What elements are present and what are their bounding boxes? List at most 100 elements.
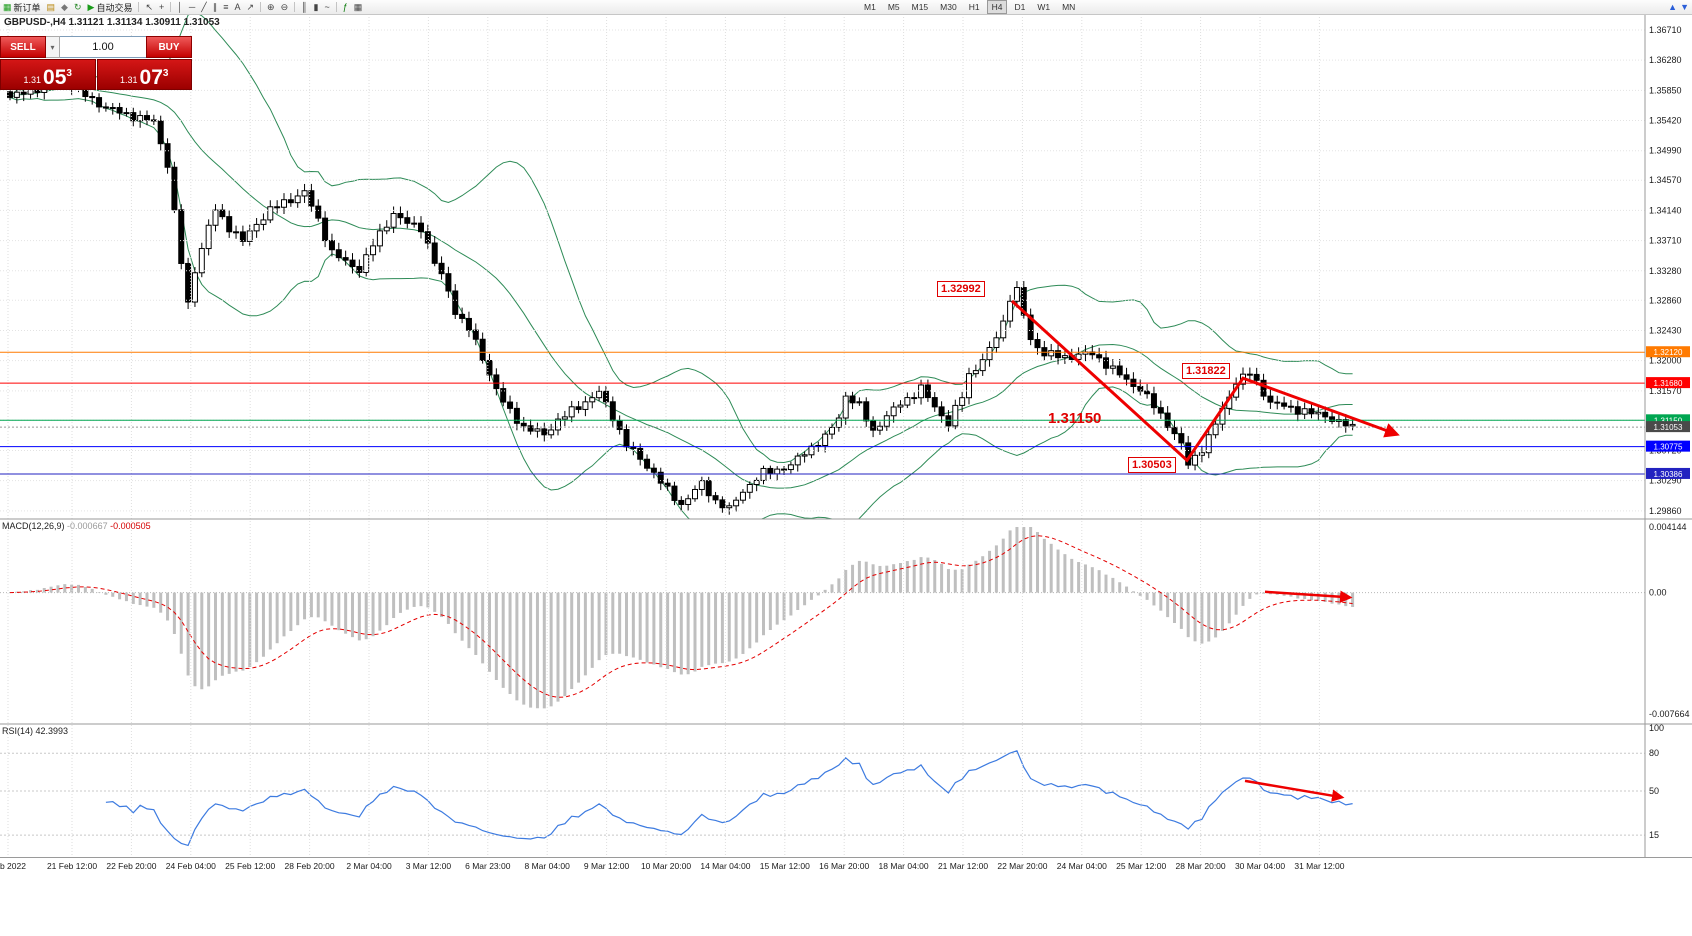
- arrows-tool-button[interactable]: ↗: [243, 1, 257, 13]
- price-axis-label: 1.30290: [1649, 476, 1682, 486]
- candle-body: [712, 495, 719, 501]
- timeframe-h4-button[interactable]: H4: [986, 0, 1008, 14]
- candle-body: [281, 199, 287, 208]
- timeframe-m5-button[interactable]: M5: [887, 2, 900, 12]
- crosshair-button[interactable]: +: [156, 1, 167, 13]
- time-axis-label: 24 Feb 04:00: [165, 861, 216, 871]
- timeframe-m30-button[interactable]: M30: [940, 2, 957, 12]
- toolbar-separator: [294, 2, 296, 12]
- time-axis-label: 3 Mar 12:00: [405, 861, 452, 871]
- candle-body: [260, 219, 267, 225]
- bar-chart-icon: ║: [301, 2, 308, 12]
- rsi-trend-arrow[interactable]: [1244, 779, 1345, 802]
- price-axis-label: 1.33710: [1649, 236, 1682, 246]
- timeframe-h1-button[interactable]: H1: [968, 2, 980, 12]
- timeframe-toolbar: M1 M5 M15 M30 H1 H4 D1 W1 MN: [858, 0, 1081, 14]
- timeframe-mn-button[interactable]: MN: [1062, 2, 1076, 12]
- new-order-button[interactable]: ▦ 新订单: [0, 1, 44, 13]
- candle-body: [1000, 320, 1007, 339]
- bar-chart-button[interactable]: ║: [298, 1, 310, 13]
- candle-body: [116, 107, 123, 114]
- candle-body: [233, 231, 240, 234]
- price-tag: [1646, 414, 1690, 426]
- trendline-button[interactable]: ╱: [198, 1, 209, 13]
- bid-price[interactable]: 1.31 05 3: [0, 59, 96, 90]
- candle-body: [801, 454, 808, 457]
- trade-menu-caret-icon[interactable]: ▾: [46, 36, 60, 58]
- sell-button[interactable]: SELL: [0, 36, 46, 58]
- time-axis-label: 22 Feb 20:00: [106, 861, 157, 871]
- candle-body: [931, 397, 938, 408]
- one-click-trading-panel: SELL ▾ 1.00 BUY 1.31 05 3 1.31 07 3: [0, 36, 192, 90]
- price-annotation-1.32992[interactable]: 1.32992: [937, 281, 985, 297]
- vertical-line-button[interactable]: │: [174, 1, 186, 13]
- candle-body: [390, 213, 397, 228]
- ask-price[interactable]: 1.31 07 3: [96, 59, 192, 90]
- candle-body: [164, 143, 171, 168]
- candle-body: [315, 205, 322, 219]
- autotrading-button[interactable]: ▶ 自动交易: [85, 1, 136, 13]
- candle-body: [397, 213, 404, 219]
- scroll-up-icon[interactable]: ▲: [1668, 2, 1678, 12]
- candle-body: [335, 249, 342, 259]
- cursor-button[interactable]: ↖: [142, 1, 156, 13]
- chart-surface[interactable]: 1.36710 1.36280 1.35850 1.35420 1.34990 1.345…: [0, 14, 1692, 857]
- price-annotation-1.30503[interactable]: 1.30503: [1128, 457, 1176, 473]
- profiles-button[interactable]: ◆: [58, 1, 71, 13]
- bid-prefix: 1.31: [23, 75, 42, 85]
- zoom-in-button[interactable]: ⊕: [264, 1, 278, 13]
- price-annotation-1.31150[interactable]: 1.31150: [1048, 410, 1102, 427]
- candle-body: [644, 458, 651, 469]
- rsi-panel: [0, 750, 1645, 847]
- candle-body: [719, 499, 726, 509]
- candle-body: [1349, 423, 1356, 427]
- candle-body: [144, 115, 150, 121]
- candle-body: [356, 266, 363, 273]
- text-tool-button[interactable]: A: [231, 1, 243, 13]
- macd-trend-arrow[interactable]: [1264, 590, 1353, 603]
- macd-signal-value: -0.000505: [110, 521, 151, 531]
- candle-body: [1192, 454, 1199, 466]
- price-trend-arrow[interactable]: [1010, 299, 1400, 463]
- time-axis-label: 22 Mar 20:00: [997, 861, 1048, 871]
- candle-body: [1253, 373, 1260, 381]
- toolbar-separator: [138, 2, 140, 12]
- price-annotation-1.31822[interactable]: 1.31822: [1182, 363, 1230, 379]
- indicators-button[interactable]: ƒ: [340, 1, 351, 13]
- crosshair-icon: +: [159, 2, 165, 12]
- price-axis-label: 1.34140: [1649, 205, 1682, 215]
- buy-button[interactable]: BUY: [146, 36, 192, 58]
- tile-windows-button[interactable]: ▦: [351, 1, 366, 13]
- timeframe-m1-button[interactable]: M1: [864, 2, 876, 12]
- candle-body: [541, 428, 548, 436]
- price-tag: [1646, 467, 1690, 479]
- time-axis-label: 15 Mar 12:00: [759, 861, 810, 871]
- vertical-line-icon: │: [177, 2, 183, 12]
- line-chart-button[interactable]: ~: [321, 1, 332, 13]
- macd-main-value: -0.000667: [67, 521, 108, 531]
- candle-body: [239, 231, 246, 242]
- candle-body: [191, 272, 198, 303]
- toolbar-separator: [170, 2, 172, 12]
- equidistant-channel-button[interactable]: ∥: [210, 1, 221, 13]
- volume-input[interactable]: 1.00: [60, 36, 146, 58]
- chart-window-button[interactable]: ▤: [44, 1, 59, 13]
- timeframe-w1-button[interactable]: W1: [1037, 2, 1051, 12]
- horizontal-line-button[interactable]: ─: [186, 1, 198, 13]
- candle-body: [1061, 355, 1068, 359]
- toolbar-separator: [260, 2, 262, 12]
- cursor-icon: ↖: [145, 2, 153, 12]
- candlestick-chart-button[interactable]: ▮: [311, 1, 322, 13]
- fibonacci-button[interactable]: ≡: [220, 1, 231, 13]
- candle-body: [1246, 373, 1253, 376]
- main-chart-panel: [7, 14, 1356, 519]
- scroll-down-icon[interactable]: ▼: [1680, 2, 1689, 12]
- horizontal-line-icon: ─: [188, 2, 196, 12]
- zoom-out-button[interactable]: ⊖: [278, 1, 292, 13]
- refresh-button[interactable]: ↻: [71, 1, 85, 13]
- time-axis[interactable]: Feb 2022 21 Feb 12:00 22 Feb 20:00 24 Feb 0…: [0, 857, 1692, 876]
- candle-body: [226, 216, 233, 233]
- candle-body: [322, 217, 329, 242]
- timeframe-d1-button[interactable]: D1: [1014, 2, 1026, 12]
- timeframe-m15-button[interactable]: M15: [911, 2, 929, 12]
